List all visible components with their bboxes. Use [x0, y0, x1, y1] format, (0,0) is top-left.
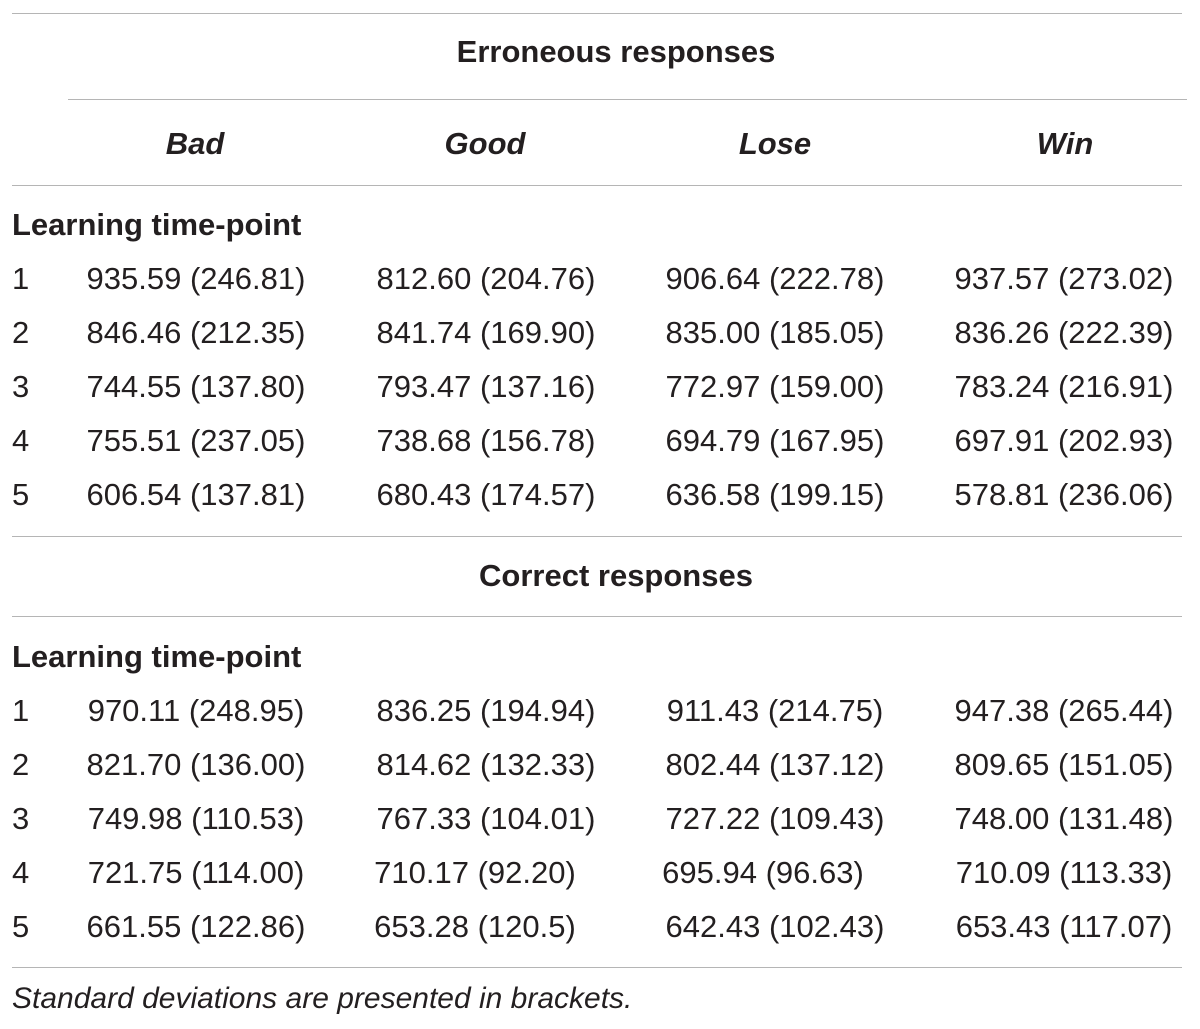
table-cell: 802.44 (137.12)	[665, 747, 885, 782]
row-number: 1	[12, 693, 30, 728]
table-footnote: Standard deviations are presented in bra…	[12, 982, 633, 1015]
row-number: 2	[12, 747, 30, 782]
section-title-correct: Correct responses	[479, 558, 753, 593]
section-title-erroneous: Erroneous responses	[456, 34, 776, 69]
table-cell: 906.64 (222.78)	[665, 261, 885, 296]
row-number: 5	[12, 909, 30, 944]
table-cell: 821.70 (136.00)	[86, 747, 306, 782]
table-cell: 642.43 (102.43)	[665, 909, 885, 944]
table-cell: 710.09 (113.33)	[955, 855, 1173, 890]
table-cell: 846.46 (212.35)	[86, 315, 306, 350]
column-header-lose: Lose	[738, 126, 812, 161]
row-number: 3	[12, 801, 30, 836]
column-header-win: Win	[1036, 126, 1094, 161]
top-rule	[12, 13, 1182, 14]
table-cell: 744.55 (137.80)	[86, 369, 306, 404]
section-title-rule	[12, 616, 1182, 617]
table-cell: 578.81 (236.06)	[954, 477, 1174, 512]
table-cell: 911.43 (214.75)	[666, 693, 884, 728]
table-cell: 721.75 (114.00)	[87, 855, 305, 890]
table-cell: 738.68 (156.78)	[376, 423, 596, 458]
table-cell: 937.57 (273.02)	[954, 261, 1174, 296]
table-cell: 606.54 (137.81)	[86, 477, 306, 512]
table-cell: 749.98 (110.53)	[87, 801, 305, 836]
row-number: 3	[12, 369, 30, 404]
table-cell: 841.74 (169.90)	[376, 315, 596, 350]
table-cell: 653.28 (120.5)	[374, 909, 576, 944]
table-cell: 653.43 (117.07)	[955, 909, 1173, 944]
table-cell: 755.51 (237.05)	[86, 423, 306, 458]
table-cell: 809.65 (151.05)	[954, 747, 1174, 782]
table-cell: 636.58 (199.15)	[665, 477, 885, 512]
row-group-label: Learning time-point	[12, 639, 302, 674]
table-cell: 710.17 (92.20)	[374, 855, 576, 890]
table-cell: 767.33 (104.01)	[376, 801, 596, 836]
table-cell: 835.00 (185.05)	[665, 315, 885, 350]
table-cell: 812.60 (204.76)	[376, 261, 596, 296]
table-bottom-rule	[12, 967, 1182, 968]
table-cell: 661.55 (122.86)	[86, 909, 306, 944]
row-group-label: Learning time-point	[12, 207, 302, 242]
table-cell: 935.59 (246.81)	[86, 261, 306, 296]
table-cell: 727.22 (109.43)	[665, 801, 885, 836]
table-cell: 836.26 (222.39)	[954, 315, 1174, 350]
row-number: 4	[12, 855, 30, 890]
column-header-bad: Bad	[165, 126, 225, 161]
table-cell: 836.25 (194.94)	[376, 693, 596, 728]
table-cell: 947.38 (265.44)	[954, 693, 1174, 728]
table-cell: 695.94 (96.63)	[662, 855, 864, 890]
table-cell: 697.91 (202.93)	[954, 423, 1174, 458]
header-bottom-rule	[12, 185, 1182, 186]
table-cell: 772.97 (159.00)	[665, 369, 885, 404]
table-cell: 793.47 (137.16)	[376, 369, 596, 404]
table-cell: 970.11 (248.95)	[87, 693, 305, 728]
row-number: 1	[12, 261, 30, 296]
row-number: 4	[12, 423, 30, 458]
table-cell: 694.79 (167.95)	[665, 423, 885, 458]
table-cell: 748.00 (131.48)	[954, 801, 1174, 836]
header-underline-rule	[68, 99, 1187, 100]
row-number: 5	[12, 477, 30, 512]
table-cell: 783.24 (216.91)	[954, 369, 1174, 404]
column-header-good: Good	[444, 126, 526, 161]
table-cell: 680.43 (174.57)	[376, 477, 596, 512]
row-number: 2	[12, 315, 30, 350]
table-cell: 814.62 (132.33)	[376, 747, 596, 782]
section-divider-rule	[12, 536, 1182, 537]
